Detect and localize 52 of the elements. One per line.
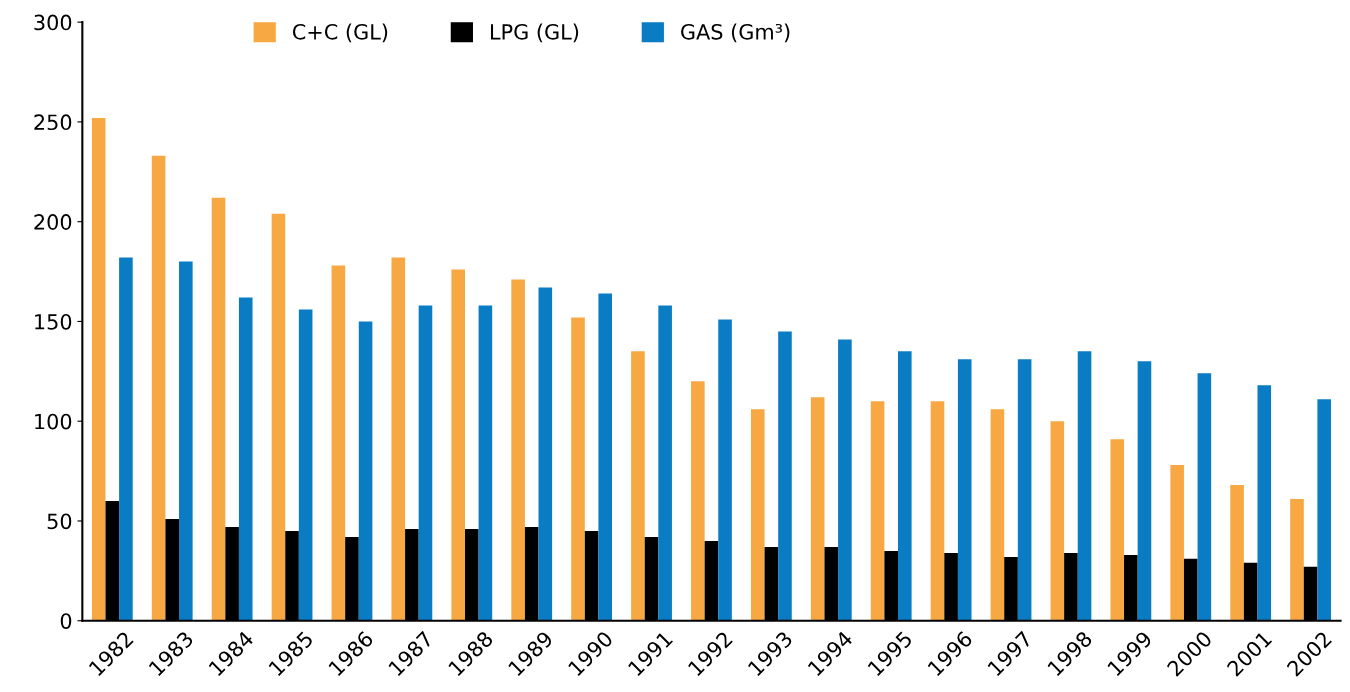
bar [238, 297, 253, 621]
y-tick-label: 300 [34, 14, 72, 31]
bar [1197, 373, 1212, 621]
bar [897, 351, 912, 621]
bar [511, 279, 525, 621]
bar [451, 269, 465, 621]
bar [990, 409, 1005, 621]
bar [119, 257, 133, 621]
bar [91, 117, 106, 621]
bar [957, 359, 972, 621]
legend-label: LPG (GL) [490, 23, 579, 43]
bar [838, 339, 852, 621]
bar [1230, 485, 1244, 621]
bar [391, 257, 406, 621]
y-tick-label: 200 [34, 214, 72, 230]
bar [1050, 421, 1065, 621]
bar [358, 321, 373, 621]
legend-label: C+C (GL) [292, 23, 388, 43]
bar [598, 293, 613, 621]
bar [478, 305, 493, 621]
bar [778, 331, 792, 621]
bar [331, 265, 346, 621]
bar [418, 305, 433, 621]
bar [538, 287, 553, 621]
bar [691, 381, 705, 621]
bar [151, 155, 166, 621]
y-tick-label: 50 [47, 513, 72, 530]
bar [658, 305, 672, 621]
bar [1077, 351, 1092, 621]
bar [1170, 465, 1184, 621]
bar [631, 351, 645, 621]
y-tick-label: 250 [34, 114, 72, 131]
y-tick-label: 0 [60, 613, 72, 629]
bar [870, 401, 885, 621]
bar [1317, 399, 1331, 621]
bar [750, 409, 765, 621]
bar [1257, 385, 1272, 621]
bar [810, 397, 825, 621]
legend-label: GAS (Gm³) [681, 23, 790, 43]
bar [571, 317, 585, 621]
bar [211, 197, 226, 621]
bar [718, 319, 732, 621]
bar [930, 401, 945, 621]
bar [298, 309, 313, 621]
bar [271, 213, 286, 621]
bar [179, 261, 193, 621]
bar [1290, 499, 1304, 621]
y-tick-label: 150 [35, 313, 72, 330]
bar [1137, 361, 1152, 621]
bar [1110, 439, 1125, 621]
bar [1017, 359, 1032, 621]
y-tick-label: 100 [35, 413, 72, 430]
